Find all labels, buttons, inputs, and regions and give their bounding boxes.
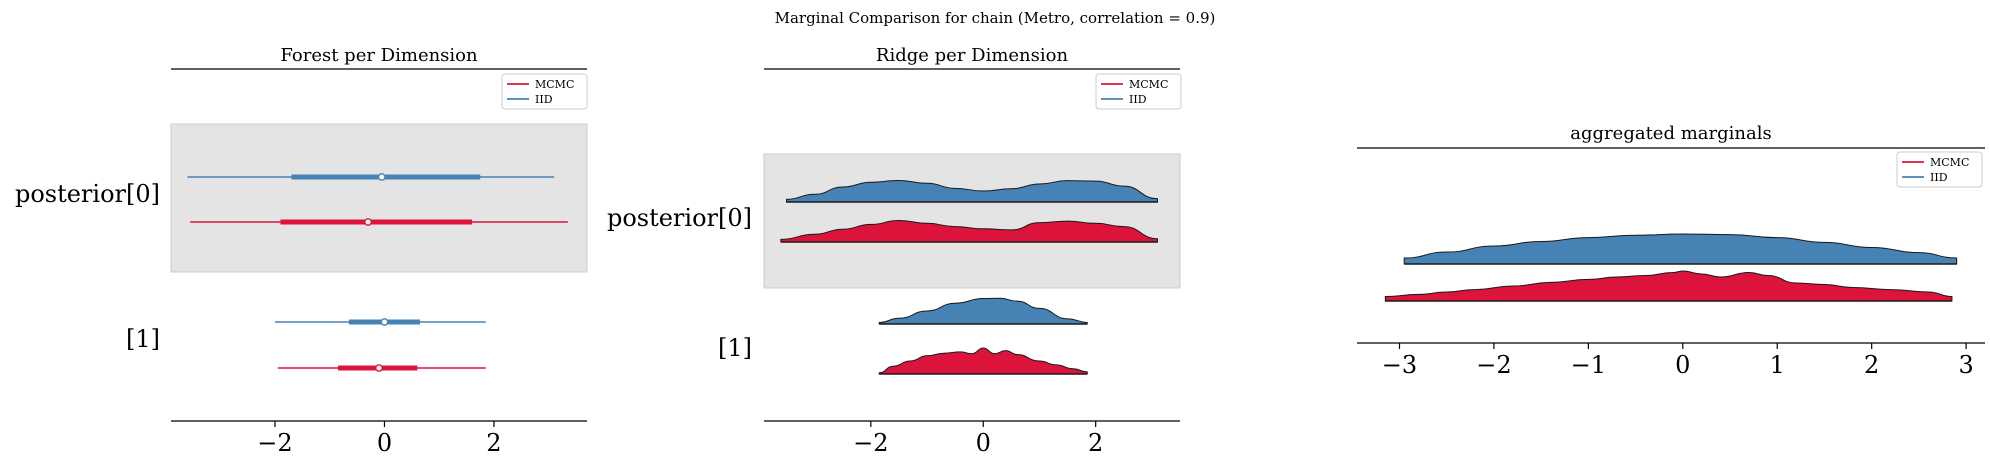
x-tick-label: 0 <box>976 429 991 457</box>
x-tick-label: 2 <box>1864 351 1879 379</box>
legend-label-mcmc: MCMC <box>1930 156 1969 169</box>
x-tick-label: −3 <box>1382 351 1417 379</box>
x-tick-label: 1 <box>1770 351 1785 379</box>
x-tick-label: 0 <box>1675 351 1690 379</box>
legend-label-mcmc: MCMC <box>535 78 574 91</box>
row-shade-band <box>763 153 1181 289</box>
row-label: [1] <box>126 325 160 353</box>
ridge-density-mcmc <box>1384 270 1953 302</box>
row-label: [1] <box>718 334 752 362</box>
ridge-density-iid <box>878 297 1088 325</box>
legend: MCMC IID <box>1896 151 1983 188</box>
forest-median-mcmc <box>375 364 383 372</box>
ridge-density-mcmc <box>878 347 1088 375</box>
legend-label-iid: IID <box>535 93 553 106</box>
panel-title: Ridge per Dimension <box>876 45 1069 66</box>
row-label: posterior[0] <box>607 204 752 232</box>
figure-suptitle: Marginal Comparison for chain (Metro, co… <box>775 9 1216 27</box>
x-tick-label: −2 <box>257 429 292 457</box>
x-tick-label: 3 <box>1958 351 1973 379</box>
x-tick-label: −2 <box>853 429 888 457</box>
forest-median-mcmc <box>364 218 372 226</box>
x-tick-label: −1 <box>1571 351 1606 379</box>
row-label: posterior[0] <box>15 180 160 208</box>
panel-3: aggregated marginals −3 −2 −1 0 1 2 3 MCMC IID <box>1357 123 1985 379</box>
legend-box <box>1896 151 1983 188</box>
ridge-density-iid <box>785 179 1159 203</box>
panel-title: Forest per Dimension <box>280 45 478 66</box>
ridge-density-iid <box>1403 233 1958 265</box>
legend-label-mcmc: MCMC <box>1129 78 1168 91</box>
forest-median-iid <box>380 318 389 326</box>
legend-box <box>1095 73 1182 110</box>
legend-label-iid: IID <box>1930 171 1948 184</box>
legend: MCMC IID <box>501 73 588 110</box>
forest-median-iid <box>377 173 386 181</box>
row-shade-band <box>170 123 588 273</box>
legend-box <box>501 73 588 110</box>
panel-2: Ridge per Dimension posterior[0] [1] −2 0 2 MC… <box>607 45 1182 457</box>
x-tick-label: 0 <box>377 429 392 457</box>
legend: MCMC IID <box>1095 73 1182 110</box>
panel-title: aggregated marginals <box>1570 123 1771 144</box>
x-tick-label: −2 <box>1476 351 1511 379</box>
ridge-density-mcmc <box>780 219 1159 243</box>
x-tick-label: 2 <box>486 429 501 457</box>
x-tick-label: 2 <box>1088 429 1103 457</box>
panel-1: Forest per Dimension posterior[0] [1] −2 0 2 M… <box>15 45 588 457</box>
legend-label-iid: IID <box>1129 93 1147 106</box>
